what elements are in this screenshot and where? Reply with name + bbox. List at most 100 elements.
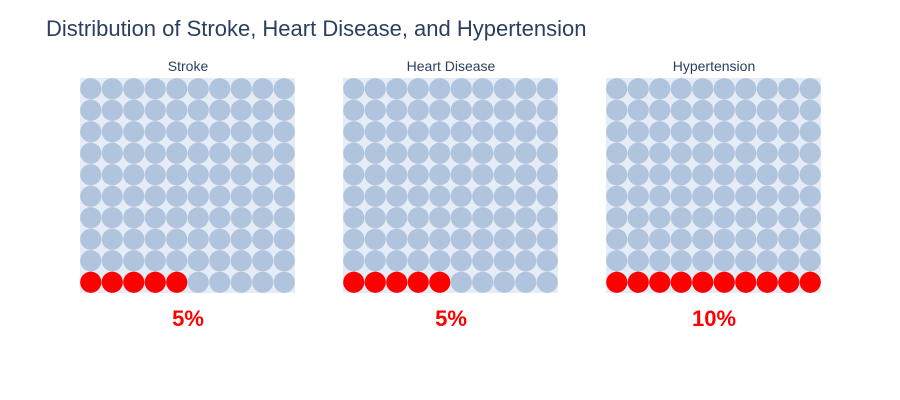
waffle-unit-empty [252, 99, 274, 121]
waffle-unit-empty [606, 228, 628, 250]
waffle-unit-empty [386, 250, 408, 272]
waffle-unit-empty [187, 250, 209, 272]
waffle-unit-empty [343, 207, 365, 229]
waffle-unit-empty [472, 271, 494, 293]
waffle-unit-empty [80, 99, 102, 121]
waffle-unit-empty [407, 250, 429, 272]
waffle-unit-filled [799, 271, 821, 293]
waffle-unit-empty [756, 142, 778, 164]
waffle-unit-empty [450, 271, 472, 293]
waffle-unit-empty [209, 142, 231, 164]
waffle-unit-empty [515, 271, 537, 293]
waffle-unit-empty [692, 164, 714, 186]
waffle-unit-empty [80, 185, 102, 207]
waffle-unit-empty [209, 271, 231, 293]
waffle-unit-empty [166, 207, 188, 229]
waffle-unit-empty [187, 228, 209, 250]
waffle-unit-filled [627, 271, 649, 293]
waffle-unit-empty [123, 250, 145, 272]
waffle-unit-empty [735, 99, 757, 121]
waffle-unit-empty [429, 250, 451, 272]
waffle-unit-filled [692, 271, 714, 293]
waffle-unit-empty [756, 185, 778, 207]
waffle-unit-empty [735, 207, 757, 229]
waffle-unit-empty [713, 207, 735, 229]
waffle-unit-empty [429, 99, 451, 121]
waffle-unit-empty [627, 185, 649, 207]
waffle-unit-empty [670, 207, 692, 229]
waffle-unit-empty [144, 164, 166, 186]
waffle-unit-empty [778, 121, 800, 143]
waffle-unit-empty [735, 121, 757, 143]
waffle-unit-empty [364, 250, 386, 272]
waffle-unit-empty [692, 228, 714, 250]
waffle-unit-empty [670, 142, 692, 164]
waffle-unit-empty [187, 271, 209, 293]
waffle-unit-empty [778, 228, 800, 250]
waffle-unit-empty [536, 228, 558, 250]
waffle-unit-empty [230, 142, 252, 164]
waffle-unit-empty [80, 121, 102, 143]
waffle-unit-empty [756, 78, 778, 100]
waffle-unit-empty [450, 142, 472, 164]
waffle-unit-empty [407, 207, 429, 229]
waffle-unit-empty [670, 228, 692, 250]
waffle-unit-empty [670, 78, 692, 100]
waffle-unit-empty [123, 121, 145, 143]
waffle-unit-empty [166, 99, 188, 121]
waffle-unit-empty [364, 164, 386, 186]
waffle-unit-empty [713, 164, 735, 186]
waffle-unit-empty [273, 250, 295, 272]
waffle-unit-empty [101, 78, 123, 100]
waffle-grid [80, 78, 295, 293]
waffle-unit-empty [429, 185, 451, 207]
waffle-unit-empty [230, 185, 252, 207]
waffle-unit-empty [627, 207, 649, 229]
waffle-unit-empty [515, 250, 537, 272]
waffle-unit-empty [252, 121, 274, 143]
waffle-unit-empty [407, 121, 429, 143]
waffle-unit-filled [123, 271, 145, 293]
waffle-unit-empty [101, 99, 123, 121]
waffle-unit-empty [252, 271, 274, 293]
waffle-unit-empty [386, 228, 408, 250]
waffle-unit-empty [230, 228, 252, 250]
waffle-unit-empty [144, 228, 166, 250]
waffle-unit-empty [735, 185, 757, 207]
waffle-unit-empty [606, 142, 628, 164]
waffle-unit-empty [343, 99, 365, 121]
waffle-unit-empty [778, 164, 800, 186]
waffle-unit-empty [627, 164, 649, 186]
waffle-unit-empty [515, 228, 537, 250]
waffle-unit-empty [799, 207, 821, 229]
waffle-unit-empty [536, 185, 558, 207]
waffle-unit-empty [515, 164, 537, 186]
waffle-unit-empty [649, 207, 671, 229]
waffle-unit-empty [209, 99, 231, 121]
waffle-unit-empty [799, 142, 821, 164]
waffle-unit-empty [450, 228, 472, 250]
waffle-unit-empty [799, 99, 821, 121]
waffle-unit-empty [472, 99, 494, 121]
waffle-unit-empty [606, 164, 628, 186]
waffle-unit-empty [649, 228, 671, 250]
waffle-unit-empty [364, 185, 386, 207]
waffle-unit-empty [606, 207, 628, 229]
waffle-unit-filled [407, 271, 429, 293]
waffle-unit-empty [692, 207, 714, 229]
panel-title: Heart Disease [406, 58, 496, 74]
waffle-unit-empty [166, 185, 188, 207]
waffle-unit-empty [230, 99, 252, 121]
waffle-unit-empty [123, 99, 145, 121]
waffle-unit-empty [778, 207, 800, 229]
waffle-unit-empty [670, 250, 692, 272]
waffle-unit-empty [450, 121, 472, 143]
waffle-unit-empty [472, 121, 494, 143]
waffle-unit-empty [799, 78, 821, 100]
waffle-unit-empty [649, 121, 671, 143]
waffle-unit-empty [386, 207, 408, 229]
waffle-unit-empty [799, 250, 821, 272]
waffle-unit-empty [252, 228, 274, 250]
waffle-unit-empty [101, 121, 123, 143]
waffle-unit-empty [230, 250, 252, 272]
